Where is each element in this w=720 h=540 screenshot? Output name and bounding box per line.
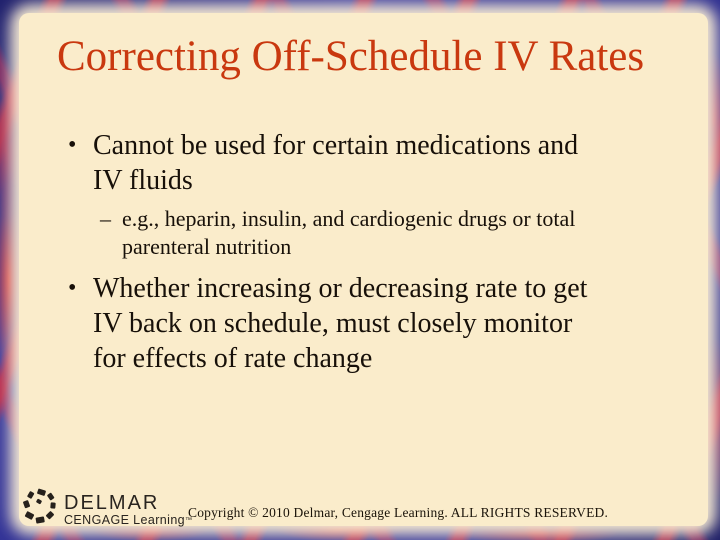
bullet-marker: • (68, 132, 77, 158)
logo-delmar-label: DELMAR (64, 492, 160, 514)
bullet-text: Cannot be used for certain medications a… (93, 130, 579, 196)
sub-bullet-item: – e.g., heparin, insulin, and cardiogeni… (100, 205, 660, 261)
bullet-text: Whether increasing or decreasing rate to… (93, 273, 588, 374)
copyright-notice: Copyright © 2010 Delmar, Cengage Learnin… (188, 505, 609, 520)
logo-cengage-label: CENGAGE Learning™ (64, 513, 193, 527)
bullet-marker: • (68, 275, 77, 301)
cengage-swirl-icon (23, 488, 56, 524)
sub-bullet-marker: – (100, 206, 111, 231)
bullet-item: • Whether increasing or decreasing rate … (68, 271, 678, 376)
trademark-symbol: ™ (185, 517, 193, 524)
publisher-logo-text: DELMAR CENGAGE Learning™ (64, 493, 192, 527)
bullet-item: • Cannot be used for certain medications… (68, 128, 668, 198)
sub-bullet-text: e.g., heparin, insulin, and cardiogenic … (122, 206, 576, 259)
slide-background-panel (19, 13, 708, 526)
slide-title: Correcting Off-Schedule IV Rates (57, 33, 645, 80)
